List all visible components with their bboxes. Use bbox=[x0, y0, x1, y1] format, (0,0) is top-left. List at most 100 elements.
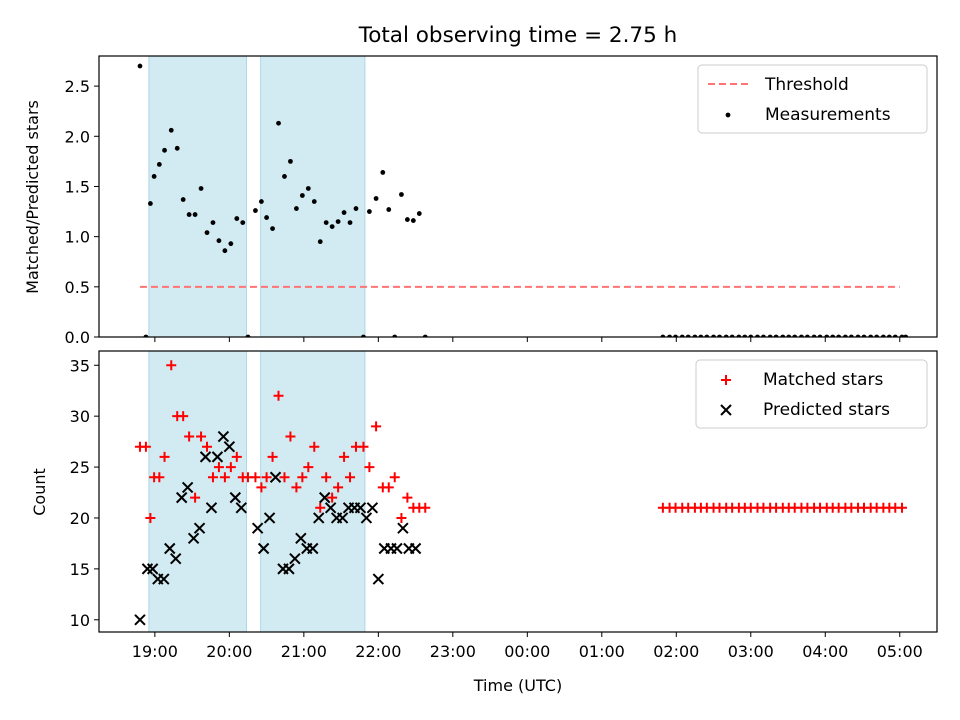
matched-star-point bbox=[383, 482, 394, 493]
matched-star-point bbox=[396, 512, 407, 523]
matched-stars-legend-swatch bbox=[721, 375, 731, 385]
measurement-point bbox=[317, 239, 323, 245]
top-legend-box bbox=[697, 64, 928, 134]
measurement-point bbox=[341, 210, 347, 215]
measurement-point bbox=[192, 212, 198, 217]
measurement-point bbox=[305, 186, 311, 191]
measurement-point bbox=[353, 206, 359, 211]
measurements-legend-swatch bbox=[725, 112, 731, 118]
x-tick-label: 23:00 bbox=[430, 642, 476, 661]
matched-star-point bbox=[321, 472, 332, 483]
top-panel: 0.0 0.5 1.0 1.5 2.0 2.5 Threshold Measurements bbox=[65, 55, 938, 347]
threshold-legend-label: Threshold bbox=[764, 75, 849, 95]
predicted-star-point bbox=[211, 451, 224, 463]
matched-star-point bbox=[309, 441, 320, 452]
measurement-point bbox=[282, 174, 287, 179]
measurement-point bbox=[373, 196, 379, 201]
predicted-star-point bbox=[354, 502, 367, 514]
top-axes-frame bbox=[98, 55, 938, 338]
measurement-point bbox=[270, 226, 275, 232]
measurements-legend-label: Measurements bbox=[765, 105, 891, 125]
measurement-point bbox=[258, 199, 264, 204]
x-tick-label: 02:00 bbox=[653, 642, 699, 661]
measurement-point bbox=[240, 220, 246, 225]
matched-star-point bbox=[333, 482, 344, 493]
matched-star-point bbox=[358, 441, 369, 452]
bottom-y-tick-label: 15 bbox=[70, 560, 90, 579]
predicted-star-point bbox=[307, 542, 319, 555]
measurement-point bbox=[416, 211, 422, 216]
x-tick-label: 20:00 bbox=[206, 642, 252, 661]
predicted-star-point bbox=[164, 542, 176, 555]
predicted-star-point bbox=[175, 491, 188, 504]
predicted-star-point bbox=[229, 491, 242, 504]
measurement-point bbox=[234, 216, 240, 221]
measurement-point bbox=[137, 63, 143, 69]
matched-star-point bbox=[196, 431, 207, 442]
matched-star-point bbox=[291, 482, 302, 493]
matched-star-point bbox=[213, 462, 224, 473]
predicted-star-point bbox=[223, 440, 236, 453]
measurement-point bbox=[293, 206, 299, 211]
matched-star-point bbox=[231, 451, 242, 462]
x-tick-label: 04:00 bbox=[802, 642, 848, 661]
predicted-star-point bbox=[372, 573, 385, 585]
top-y-tick-label: 2.0 bbox=[65, 127, 90, 146]
matched-star-point bbox=[202, 441, 213, 452]
predicted-star-point bbox=[313, 512, 325, 524]
predicted-star-point bbox=[181, 481, 194, 494]
measurement-point bbox=[253, 208, 258, 213]
matched-star-point bbox=[389, 472, 400, 483]
bottom-panel: 10 15 20 25 30 35 19:00 20:00 21:00 22:00 23:00 00:… bbox=[70, 350, 938, 661]
predicted-stars-legend-label: Predicted stars bbox=[763, 400, 890, 420]
predicted-star-point bbox=[217, 430, 230, 443]
measurement-point bbox=[228, 241, 234, 247]
top-y-tick-label: 1.0 bbox=[65, 228, 90, 247]
predicted-star-point bbox=[289, 552, 301, 565]
matched-star-point bbox=[154, 472, 165, 483]
matched-star-point bbox=[364, 462, 375, 473]
bottom-plot-area bbox=[134, 351, 907, 632]
x-tick-label: 21:00 bbox=[281, 642, 327, 661]
bottom-y-tick-label: 25 bbox=[70, 458, 90, 477]
x-tick-label: 03:00 bbox=[728, 642, 774, 661]
x-tick-label: 01:00 bbox=[579, 642, 625, 661]
bottom-y-tick-label: 20 bbox=[70, 509, 90, 528]
predicted-star-point bbox=[366, 502, 379, 514]
predicted-star-point bbox=[205, 502, 218, 514]
predicted-star-point bbox=[360, 512, 373, 524]
matched-star-point bbox=[345, 472, 356, 483]
x-tick-label: 00:00 bbox=[504, 642, 550, 661]
top-legend: Threshold Measurements bbox=[697, 64, 928, 134]
measurement-point bbox=[222, 248, 228, 254]
matched-star-point bbox=[178, 411, 189, 422]
measurement-point bbox=[204, 230, 210, 236]
matched-star-point bbox=[207, 472, 218, 483]
measurement-point bbox=[276, 120, 281, 126]
measurement-point bbox=[386, 207, 392, 212]
measurement-point bbox=[323, 220, 329, 225]
measurement-point bbox=[151, 174, 157, 179]
matched-stars-legend-label: Matched stars bbox=[763, 370, 883, 390]
measurement-point bbox=[380, 170, 386, 175]
predicted-star-point bbox=[409, 542, 422, 555]
predicted-star-point bbox=[199, 451, 212, 463]
matched-star-point bbox=[190, 492, 201, 503]
matched-star-point bbox=[315, 502, 326, 513]
matched-star-point bbox=[420, 502, 431, 513]
bottom-y-tick-label: 30 bbox=[70, 407, 90, 426]
predicted-star-point bbox=[269, 471, 282, 483]
top-y-tick-label: 1.5 bbox=[65, 177, 90, 196]
predicted-star-point bbox=[146, 563, 159, 575]
measurement-point bbox=[329, 224, 335, 230]
measurement-point bbox=[156, 161, 162, 167]
predicted-star-point bbox=[318, 491, 331, 504]
top-y-axis-label: Matched/Predicted stars bbox=[23, 100, 42, 294]
predicted-star-point bbox=[336, 512, 349, 524]
matched-star-point bbox=[339, 451, 350, 462]
measurement-point bbox=[186, 212, 192, 217]
matched-star-point bbox=[225, 462, 236, 473]
measurement-point bbox=[288, 158, 293, 164]
matched-star-point bbox=[184, 431, 195, 442]
